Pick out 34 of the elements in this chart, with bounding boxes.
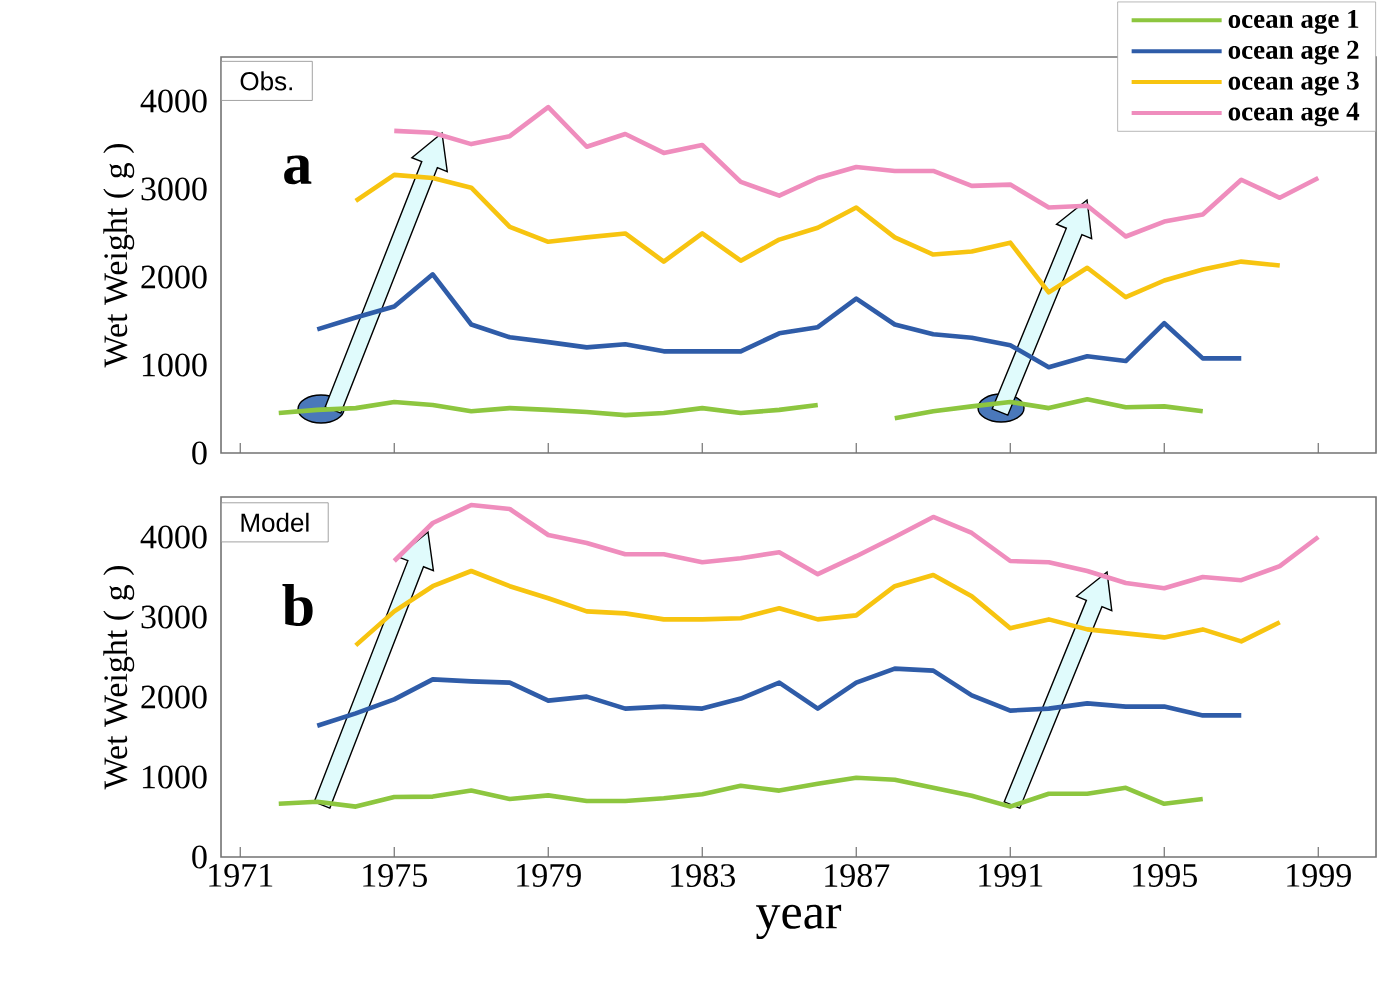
x-tick-label: 1999 [1287, 864, 1351, 887]
line-series [353, 568, 1283, 648]
x-axis-title: year [756, 904, 842, 940]
y-tick-label: 4000 [140, 525, 207, 549]
legend-label: ocean age 3 [1228, 71, 1359, 96]
y-tick-label: 1000 [142, 353, 207, 377]
line-series [353, 172, 1283, 300]
y-tick-label: 0 [192, 845, 207, 869]
x-tick-label: 1979 [517, 864, 581, 887]
x-tick-label: 1995 [1133, 864, 1197, 887]
legend-label: ocean age 1 [1228, 9, 1359, 34]
y-tick-label: 0 [192, 441, 207, 465]
annotation: Model [241, 512, 309, 532]
annotation: b [282, 583, 313, 627]
legend-label: ocean age 2 [1228, 40, 1359, 65]
line-series [276, 775, 1206, 809]
line-series [314, 666, 1244, 729]
y-tick-label: 3000 [141, 605, 207, 629]
annotation: Obs. [240, 71, 292, 91]
x-tick-label: 1983 [671, 864, 735, 888]
y-tick-label: 2000 [141, 685, 207, 709]
y-tick-label: 1000 [142, 765, 207, 789]
x-tick-label: 1987 [825, 864, 890, 888]
x-tick-label: 1975 [363, 864, 427, 887]
y-axis-title: Wet Weight ( g ) [103, 566, 135, 790]
y-tick-label: 3000 [141, 177, 207, 201]
line-series [391, 502, 1321, 591]
annotation: a [284, 155, 312, 185]
y-tick-label: 4000 [140, 89, 207, 113]
y-tick-label: 2000 [141, 265, 207, 289]
x-tick-label: 1991 [979, 864, 1043, 887]
y-axis-title: Wet Weight ( g ) [103, 144, 135, 368]
legend-label: ocean age 4 [1228, 102, 1360, 127]
x-tick-label: 1971 [209, 864, 273, 887]
